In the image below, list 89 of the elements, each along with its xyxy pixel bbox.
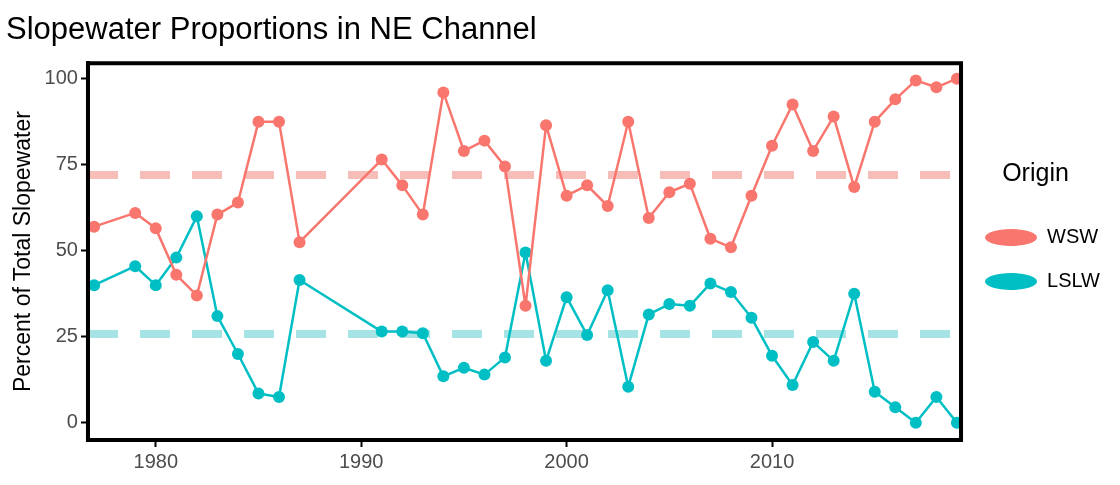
point — [724, 241, 737, 254]
point — [560, 189, 573, 202]
point — [129, 206, 142, 219]
point — [519, 246, 532, 259]
point — [375, 325, 388, 338]
point — [416, 208, 429, 221]
legend-label: WSW — [1047, 225, 1099, 248]
point — [293, 236, 306, 249]
point — [252, 387, 265, 400]
point — [149, 222, 162, 235]
point — [170, 251, 183, 264]
point — [457, 361, 470, 374]
point — [211, 208, 224, 221]
legend-label: LSLW — [1047, 269, 1101, 292]
point — [683, 299, 696, 312]
point — [519, 299, 532, 312]
point — [745, 189, 758, 202]
point — [807, 335, 820, 348]
point — [416, 327, 429, 340]
point — [704, 232, 717, 245]
point — [889, 401, 902, 414]
point — [498, 160, 511, 173]
point — [868, 115, 881, 128]
y-tick-label: 50 — [55, 238, 78, 261]
point — [930, 390, 943, 403]
point — [827, 110, 840, 123]
point — [745, 311, 758, 324]
point — [663, 298, 676, 311]
point — [273, 115, 286, 128]
point — [498, 351, 511, 364]
point — [149, 279, 162, 292]
point — [622, 380, 635, 393]
point — [807, 144, 820, 157]
point — [190, 289, 203, 302]
point — [252, 115, 265, 128]
point — [827, 354, 840, 367]
point — [231, 347, 244, 360]
point — [396, 179, 409, 192]
point — [293, 273, 306, 286]
point — [129, 260, 142, 273]
point — [848, 287, 861, 300]
point — [478, 368, 491, 381]
y-tick-label: 0 — [66, 410, 78, 433]
point — [868, 385, 881, 398]
y-tick-label: 100 — [44, 66, 78, 89]
point — [622, 115, 635, 128]
point — [457, 144, 470, 157]
point — [601, 284, 614, 297]
point — [560, 291, 573, 304]
point — [786, 378, 799, 391]
point — [273, 390, 286, 403]
point — [724, 286, 737, 299]
point — [642, 308, 655, 321]
point — [540, 119, 553, 132]
point — [581, 329, 594, 342]
point — [211, 310, 224, 323]
y-axis-title: Percent of Total Slopewater — [9, 110, 36, 393]
point — [930, 81, 943, 94]
point — [683, 177, 696, 190]
point — [704, 277, 717, 290]
y-tick-label: 25 — [55, 324, 78, 347]
point — [909, 416, 922, 429]
point — [766, 349, 779, 362]
x-tick-label: 1980 — [133, 449, 179, 472]
point — [375, 153, 388, 166]
point — [190, 210, 203, 223]
point — [601, 200, 614, 213]
point — [663, 186, 676, 199]
point — [396, 325, 409, 338]
point — [889, 93, 902, 106]
x-tick-label: 1990 — [338, 449, 384, 472]
point — [231, 196, 244, 209]
point — [540, 354, 553, 367]
point — [581, 179, 594, 192]
point — [786, 98, 799, 111]
y-tick-label: 75 — [55, 152, 78, 175]
point — [478, 134, 491, 147]
point — [766, 139, 779, 152]
x-tick-label: 2010 — [749, 449, 795, 472]
point — [170, 268, 183, 281]
point — [88, 279, 101, 292]
point — [437, 86, 450, 99]
x-tick-label: 2000 — [544, 449, 589, 472]
point — [642, 212, 655, 225]
chart-title: Slopewater Proportions in NE Channel — [6, 11, 537, 47]
legend-title: Origin — [1002, 157, 1069, 186]
point — [437, 370, 450, 383]
point — [848, 181, 861, 194]
point — [909, 74, 922, 87]
